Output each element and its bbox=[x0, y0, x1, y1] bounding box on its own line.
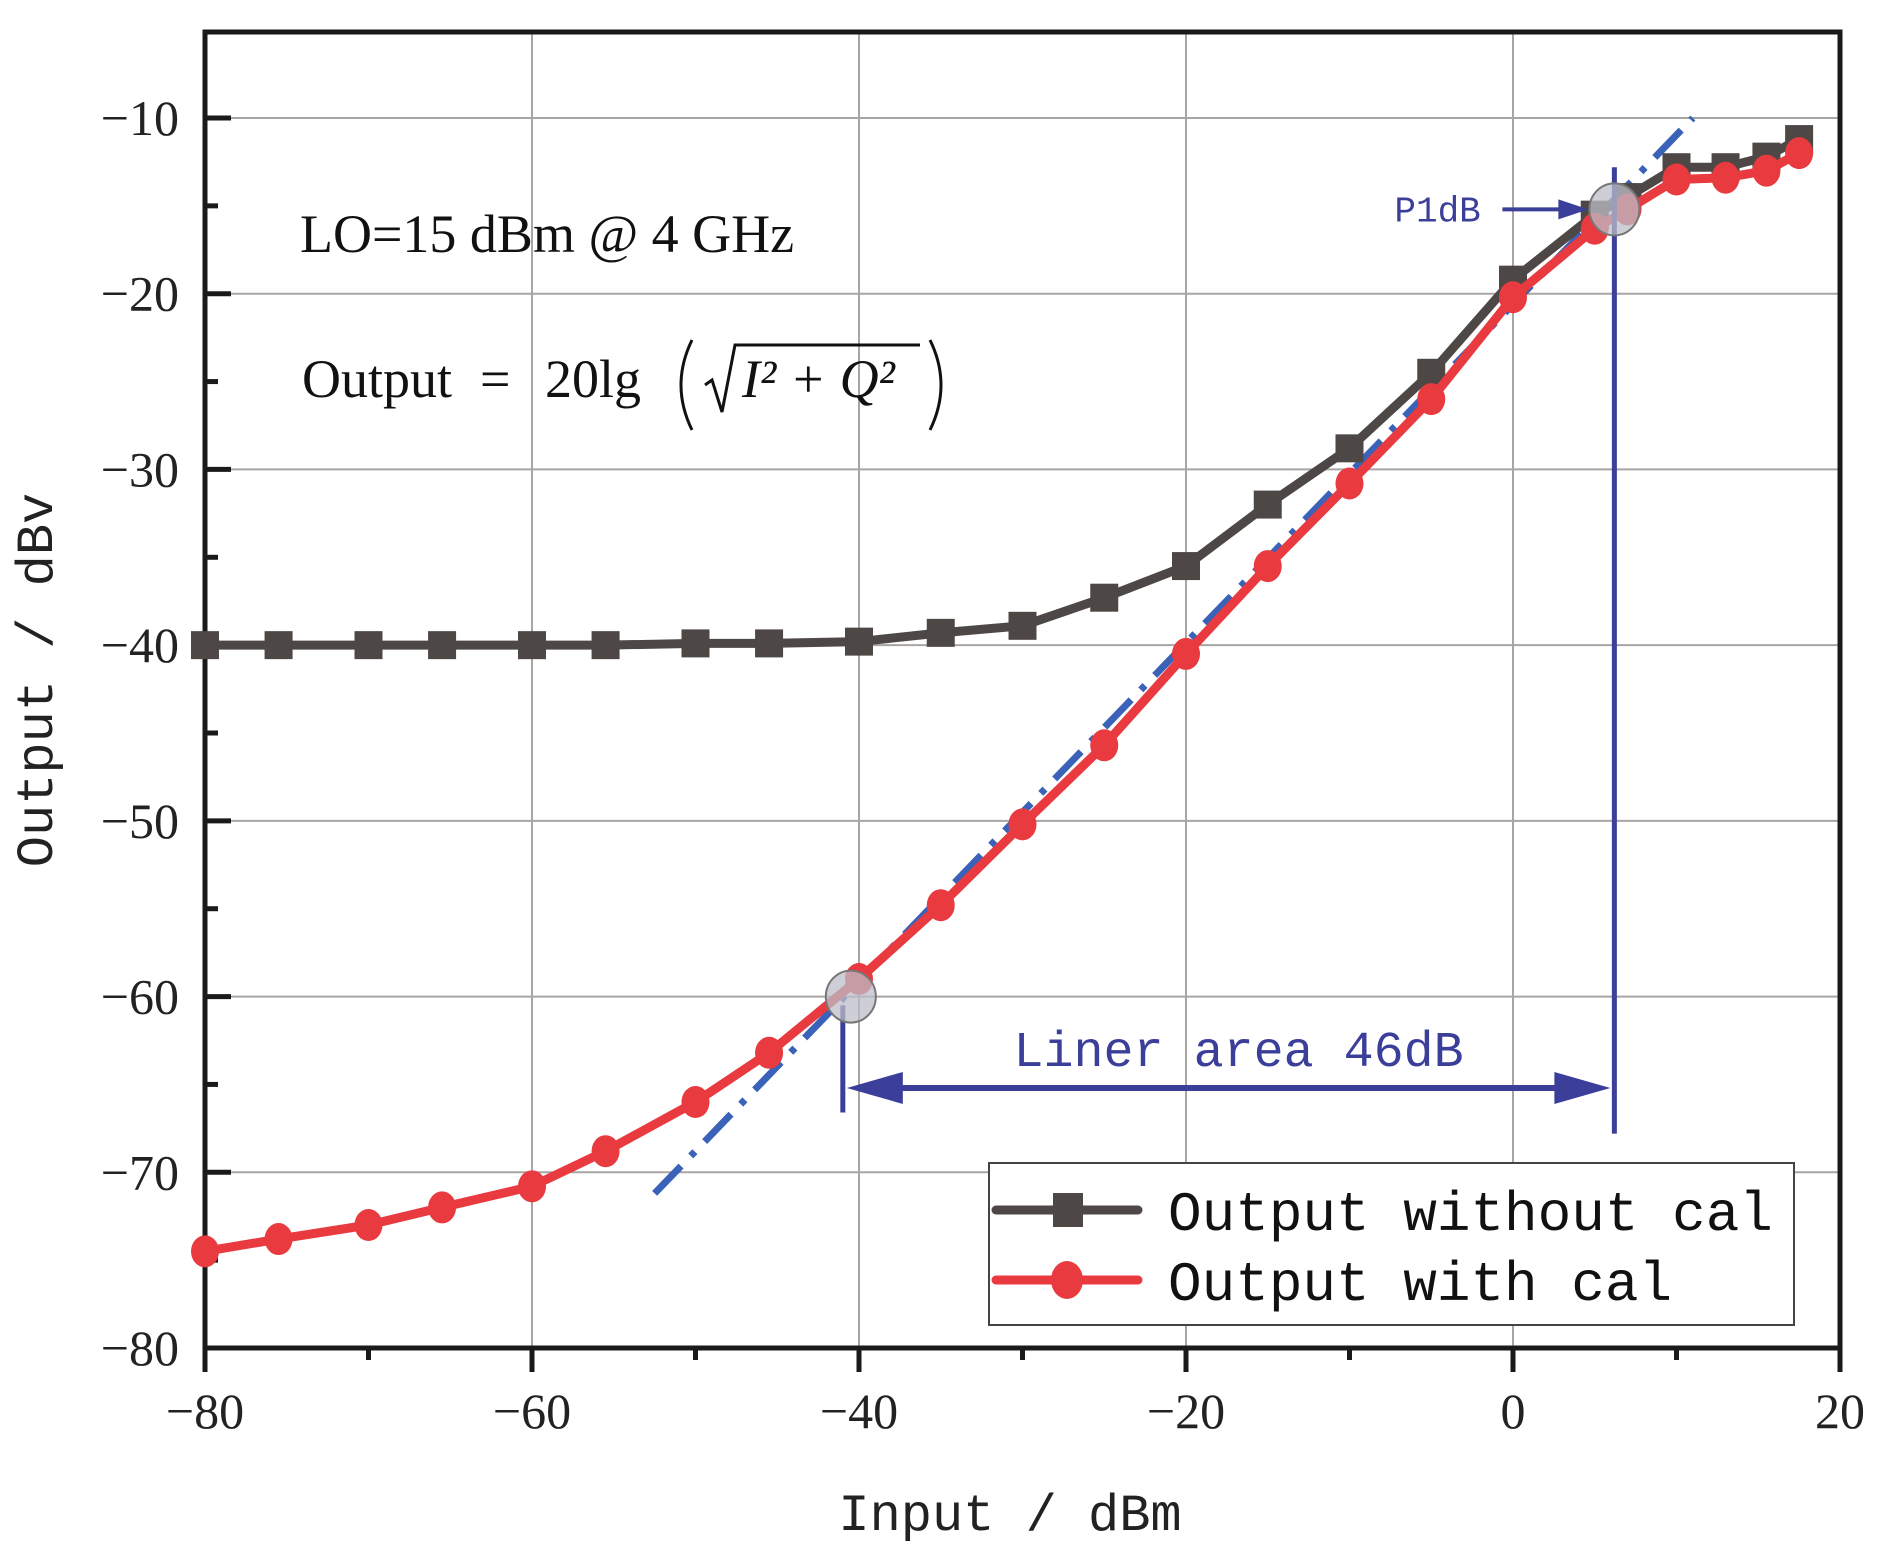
p1db-arrow-icon bbox=[1558, 199, 1589, 220]
arrow-right-icon bbox=[1554, 1071, 1611, 1104]
formula-func: 20lg bbox=[545, 349, 641, 409]
x-tick-label: 20 bbox=[1815, 1383, 1865, 1439]
y-tick-label: −10 bbox=[101, 90, 179, 146]
data-point-square bbox=[1008, 611, 1037, 640]
y-tick-label: −70 bbox=[101, 1144, 179, 1200]
data-point-circle bbox=[1008, 808, 1037, 841]
y-tick-label: −80 bbox=[101, 1320, 179, 1376]
data-point-circle bbox=[428, 1191, 457, 1224]
linear-range-label: Liner area 46dB bbox=[1014, 1025, 1464, 1082]
data-point-circle bbox=[926, 889, 955, 922]
data-point-square bbox=[191, 631, 219, 660]
sqrt-icon bbox=[704, 343, 920, 413]
legend-item-with-cal: Output with cal bbox=[991, 1253, 1672, 1317]
data-point-circle bbox=[1785, 137, 1814, 170]
low-marker bbox=[824, 969, 877, 1024]
data-point-square bbox=[926, 618, 955, 647]
series-with-cal bbox=[191, 137, 1814, 1268]
data-point-circle bbox=[1752, 154, 1781, 187]
p1db-marker bbox=[1588, 182, 1641, 237]
legend-box bbox=[988, 1162, 1795, 1326]
data-point-square bbox=[1172, 552, 1200, 581]
annotations: Liner area 46dB P1dB bbox=[824, 167, 1641, 1134]
data-point-circle bbox=[591, 1135, 620, 1168]
data-point-circle bbox=[1662, 163, 1691, 196]
y-tick-label: −20 bbox=[101, 266, 179, 322]
arrow-left-icon bbox=[846, 1071, 903, 1104]
data-point-square bbox=[1335, 434, 1364, 463]
data-point-square bbox=[354, 631, 383, 660]
right-paren-icon bbox=[928, 339, 943, 431]
left-paren-icon bbox=[679, 339, 694, 431]
square-marker-icon bbox=[1053, 1193, 1083, 1227]
data-point-square bbox=[845, 627, 873, 656]
data-point-circle bbox=[1499, 281, 1527, 314]
x-tick-label: −80 bbox=[166, 1383, 244, 1439]
data-point-square bbox=[264, 631, 293, 660]
data-point-square bbox=[428, 631, 457, 660]
circle-marker-icon bbox=[1051, 1261, 1083, 1299]
legend-label-without-cal: Output without cal bbox=[1168, 1183, 1773, 1247]
legend-label-with-cal: Output with cal bbox=[1168, 1253, 1672, 1317]
x-axis-label: Input / dBm bbox=[838, 1487, 1181, 1546]
data-point-square bbox=[681, 629, 710, 658]
x-tick-label: 0 bbox=[1501, 1383, 1526, 1439]
x-tick-label: −60 bbox=[493, 1383, 571, 1439]
y-axis-label: Output / dBv bbox=[9, 493, 68, 867]
data-point-circle bbox=[1711, 161, 1740, 194]
data-point-circle bbox=[264, 1223, 293, 1256]
formula-inner: I² + Q² bbox=[741, 349, 896, 409]
y-tick-label: −50 bbox=[101, 793, 179, 849]
y-tick-label: −40 bbox=[101, 617, 179, 673]
tick-labels: −80 −60 −40 −20 0 20 −10 −20 −30 −40 −50 −60 −70 −80 bbox=[101, 90, 1865, 1439]
data-point-circle bbox=[681, 1086, 710, 1118]
data-point-circle bbox=[1335, 467, 1364, 500]
legend: Output without cal Output with cal bbox=[988, 1162, 1795, 1326]
data-point-circle bbox=[1417, 383, 1446, 416]
x-tick-label: −20 bbox=[1147, 1383, 1225, 1439]
y-tick-label: −30 bbox=[101, 441, 179, 497]
data-point-circle bbox=[755, 1036, 784, 1069]
data-point-circle bbox=[1090, 729, 1119, 762]
lo-annotation: LO=15 dBm @ 4 GHz bbox=[300, 204, 794, 264]
data-point-circle bbox=[518, 1170, 546, 1203]
formula-equals: = bbox=[480, 349, 510, 409]
p1db-label: P1dB bbox=[1394, 191, 1480, 232]
y-tick-label: −60 bbox=[101, 969, 179, 1025]
data-point-square bbox=[518, 631, 546, 660]
data-point-square bbox=[591, 631, 620, 660]
data-point-square bbox=[1253, 490, 1282, 519]
x-tick-label: −40 bbox=[820, 1383, 898, 1439]
data-point-circle bbox=[1253, 550, 1282, 583]
data-point-square bbox=[1090, 583, 1119, 612]
formula: Output = 20lg I² + Q² bbox=[302, 339, 943, 431]
data-point-circle bbox=[191, 1235, 219, 1268]
data-point-circle bbox=[1172, 637, 1200, 670]
data-point-circle bbox=[354, 1209, 383, 1241]
formula-lhs: Output bbox=[302, 349, 452, 409]
legend-item-without-cal: Output without cal bbox=[991, 1183, 1773, 1247]
data-point-square bbox=[755, 629, 784, 658]
